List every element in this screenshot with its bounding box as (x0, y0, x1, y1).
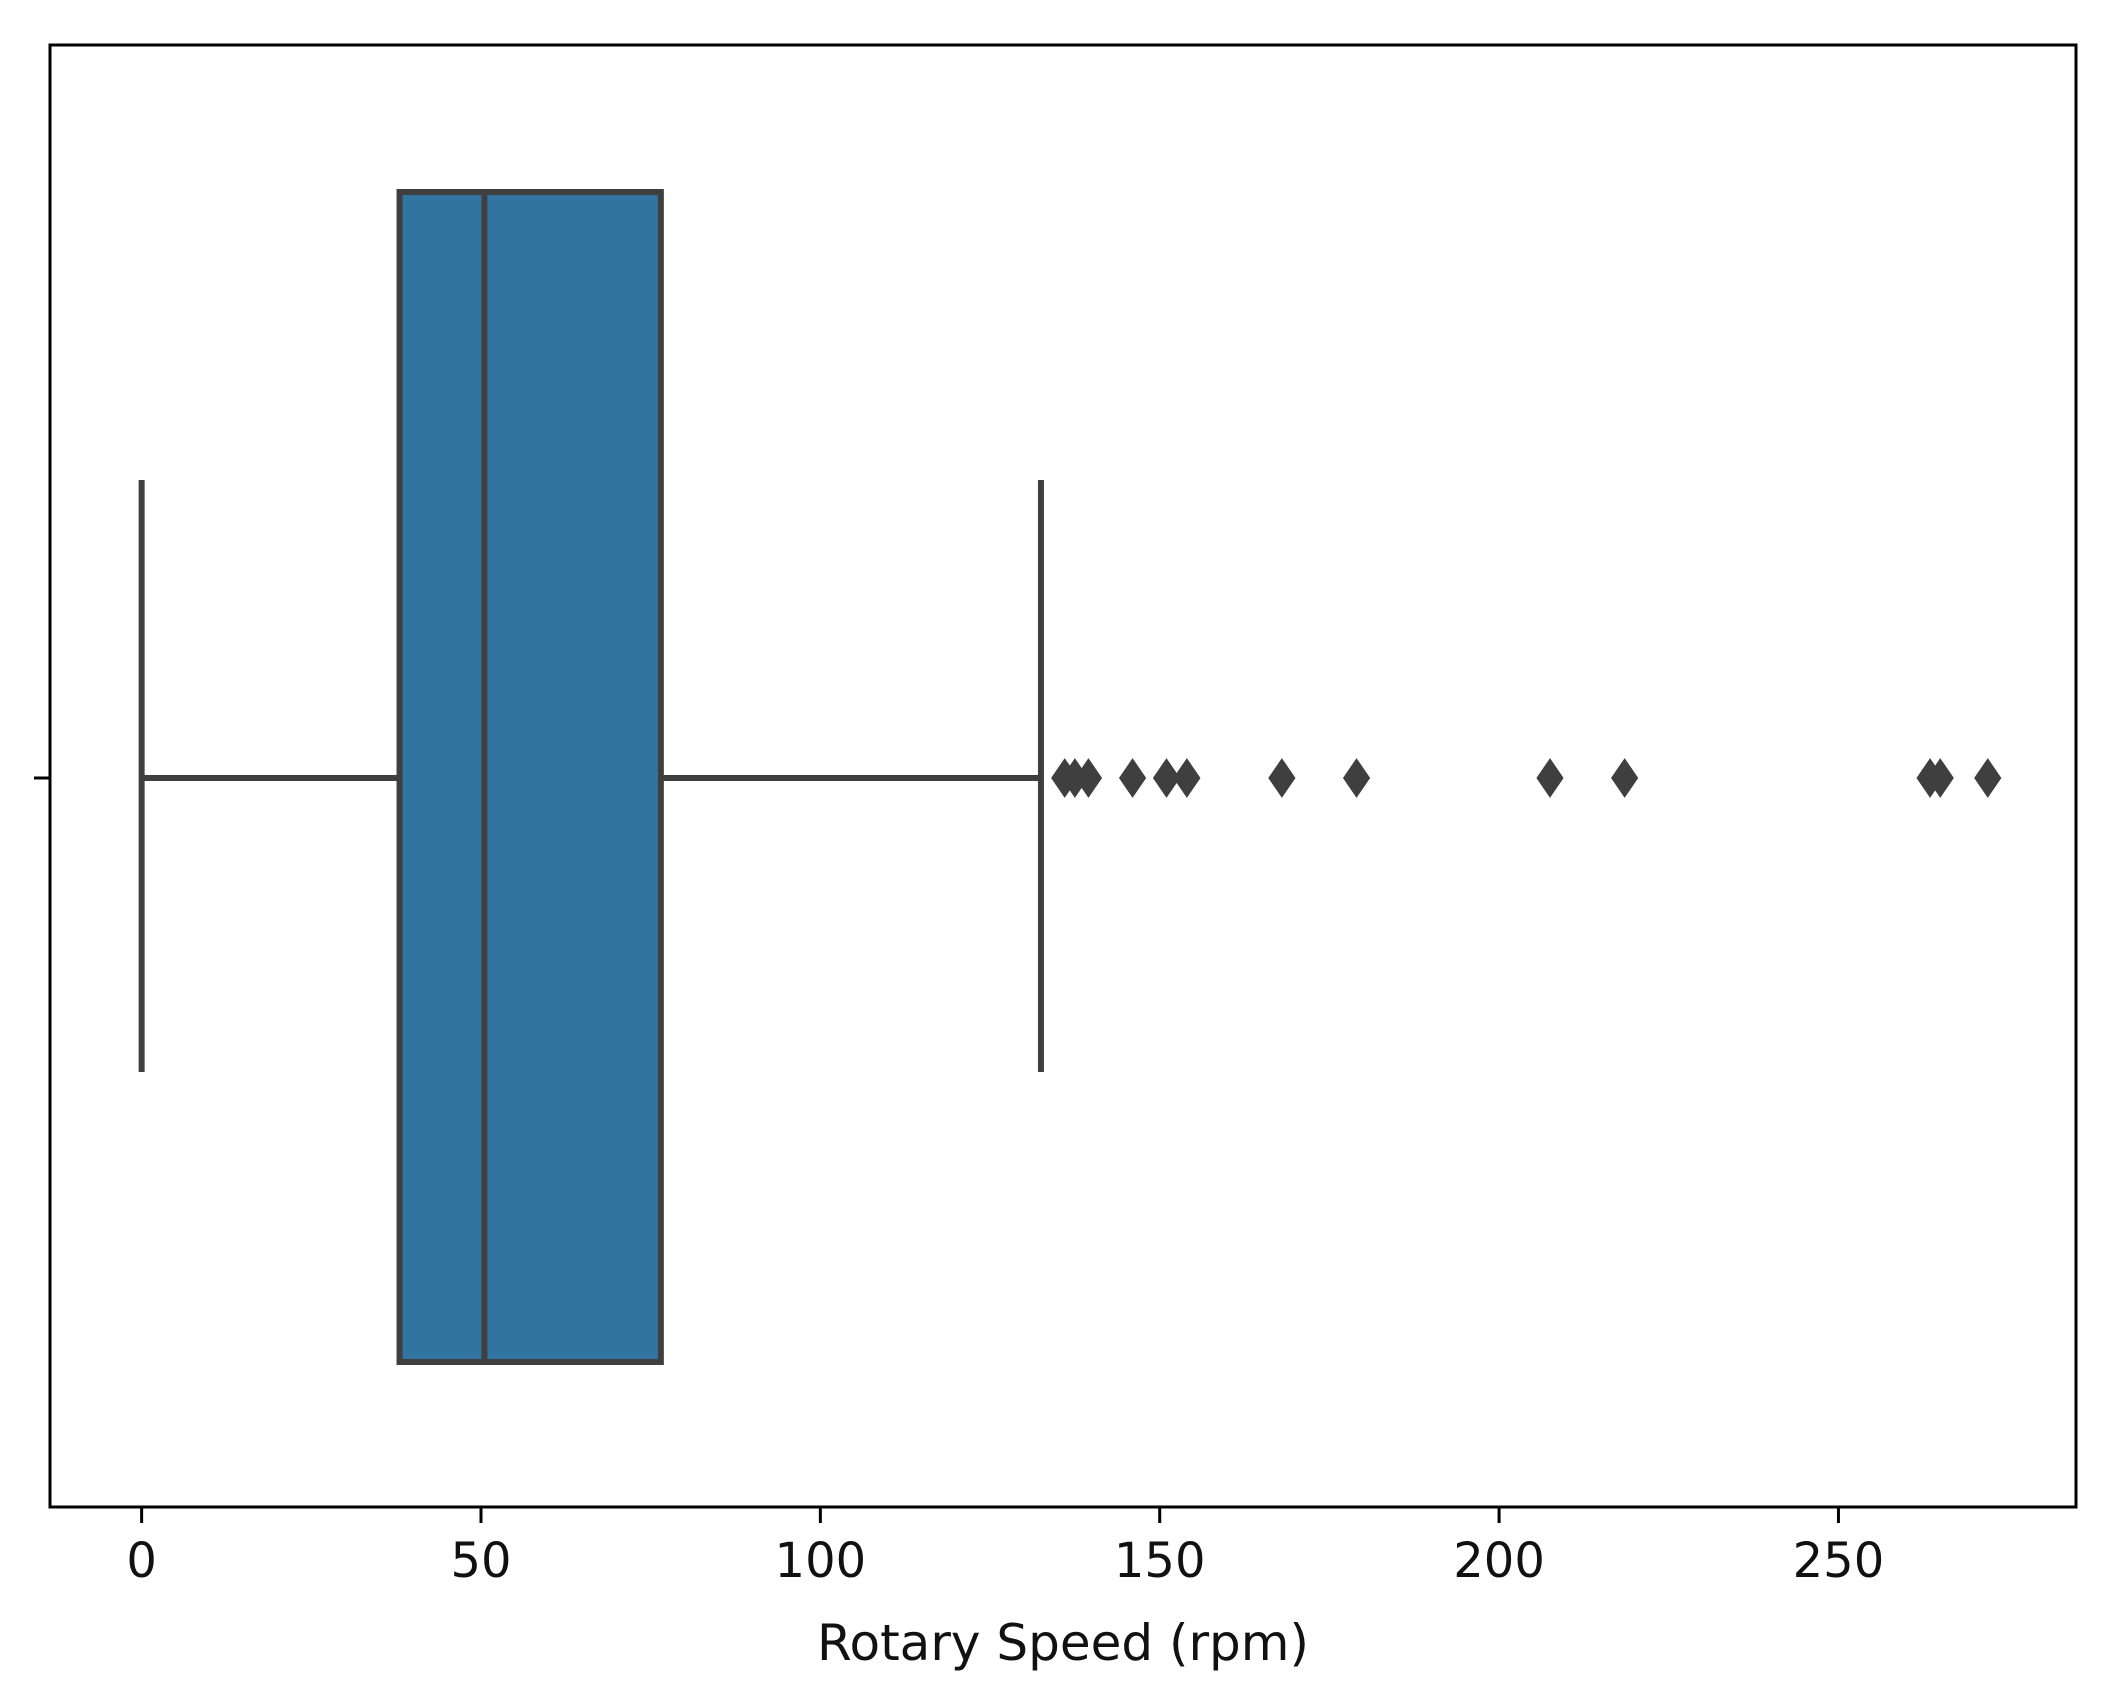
outlier-point (1536, 758, 1564, 798)
x-tick-label: 200 (1453, 1533, 1545, 1589)
outlier-point (1926, 758, 1954, 798)
x-tick-label: 250 (1793, 1533, 1885, 1589)
outlier-point (1074, 758, 1103, 798)
plot-frame (48, 43, 2078, 1509)
x-tick-label: 50 (450, 1533, 511, 1589)
x-tick-label: 150 (1114, 1533, 1206, 1589)
outlier-point (1611, 758, 1639, 798)
outlier-point (1118, 758, 1147, 798)
x-tick-label: 100 (775, 1533, 867, 1589)
iqr-box (396, 189, 664, 1365)
x-axis-ticks: 0 50 100 150 200 250 (126, 1507, 1884, 1589)
x-axis-label: Rotary Speed (rpm) (817, 1614, 1309, 1672)
x-tick-label: 0 (126, 1533, 157, 1589)
outlier-point (1173, 758, 1201, 798)
outliers-group (1051, 758, 2002, 798)
outlier-point (1974, 758, 2002, 798)
boxplot-group (138, 189, 1044, 1365)
outlier-point (1268, 758, 1296, 798)
outlier-point (1342, 758, 1371, 798)
outlier-point (1152, 758, 1181, 798)
